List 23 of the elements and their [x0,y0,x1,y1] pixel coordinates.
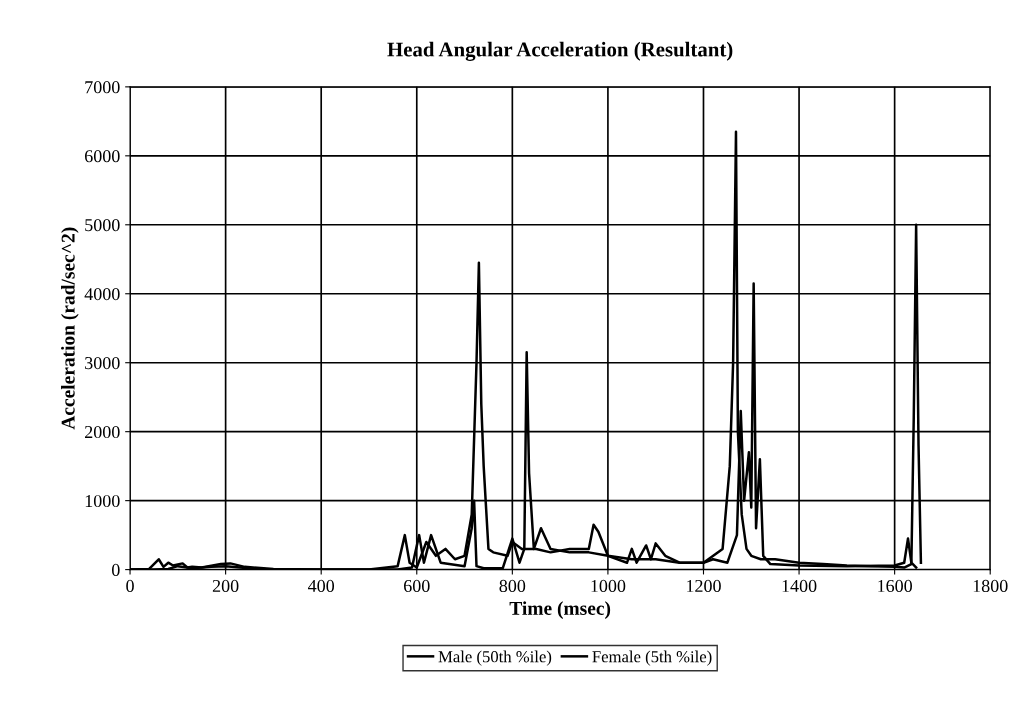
y-tick-label: 0 [111,563,120,577]
x-tick-label: 600 [404,579,430,593]
y-tick-label: 1000 [85,494,120,508]
y-axis-title: Acceleration (rad/sec^2) [61,227,79,430]
x-tick-label: 200 [212,579,239,593]
y-tick-label: 7000 [85,81,120,94]
y-tick-label: 4000 [84,288,120,301]
x-tick-label: 1600 [878,579,912,593]
x-tick-label: 800 [499,579,526,593]
y-tick-label: 2000 [85,425,120,439]
x-axis-title: Time (msec) [509,601,611,619]
chart-title: Head Angular Acceleration (Resultant) [387,41,733,61]
x-tick-label: 0 [126,579,134,593]
x-tick-label: 1000 [591,579,626,593]
legend-label: Male (50th %ile) [438,650,552,666]
x-tick-label: 1800 [973,579,1008,593]
y-tick-label: 5000 [85,219,120,232]
x-tick-label: 1400 [782,579,817,593]
y-tick-label: 3000 [85,356,120,370]
x-tick-label: 400 [308,579,335,593]
y-tick-label: 6000 [84,150,120,163]
legend-label: Female (5th %ile) [592,650,712,666]
x-tick-label: 1200 [687,579,721,593]
